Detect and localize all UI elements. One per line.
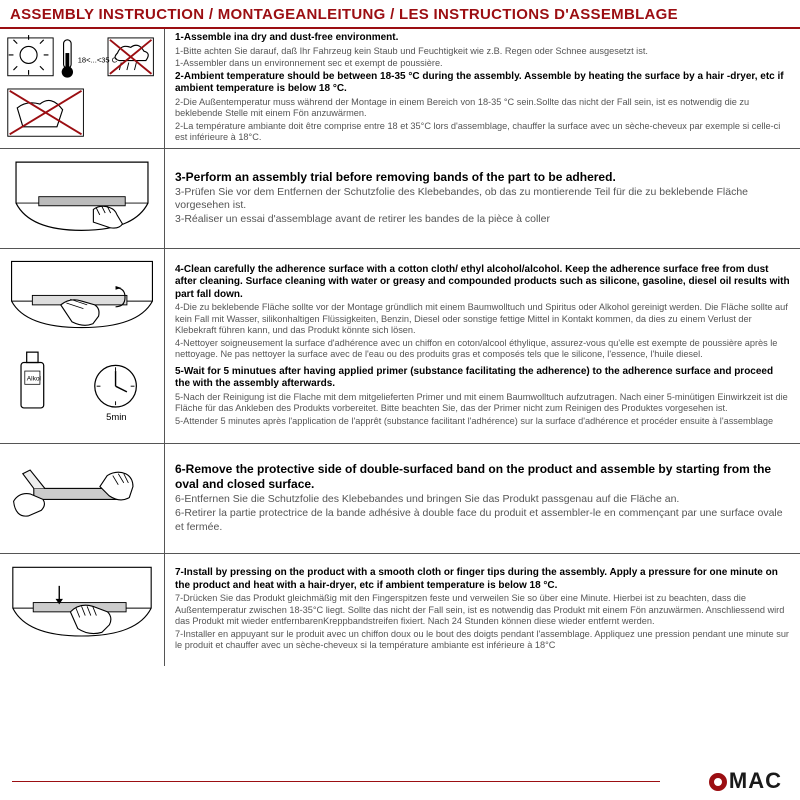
brand-logo: MAC xyxy=(709,768,782,794)
illustration-remove-tape xyxy=(0,444,165,553)
step6-de: 6-Entfernen Sie die Schutzfolie des Kleb… xyxy=(175,493,790,506)
step-row-6: 6-Remove the protective side of double-s… xyxy=(0,444,800,554)
step2-fr: 2-La température ambiante doit être comp… xyxy=(175,121,790,144)
steps-container: 18<...<35 C 1-Assemble ina dry and dust-… xyxy=(0,29,800,762)
step-text-1-2: 1-Assemble ina dry and dust-free environ… xyxy=(165,29,800,148)
step7-en: 7-Install by pressing on the product wit… xyxy=(175,567,790,592)
step3-en: 3-Perform an assembly trial before remov… xyxy=(175,170,790,185)
step-row-1-2: 18<...<35 C 1-Assemble ina dry and dust-… xyxy=(0,29,800,149)
logo-o-icon xyxy=(709,773,727,791)
illustration-press xyxy=(0,554,165,666)
illustration-environment: 18<...<35 C xyxy=(0,29,165,148)
illustration-clean-wait: Alkol 5min xyxy=(0,249,165,443)
step4-en: 4-Clean carefully the adherence surface … xyxy=(175,264,790,302)
step1-fr: 1-Assembler dans un environnement sec et… xyxy=(175,58,790,70)
step4-fr: 4-Nettoyer soigneusement la surface d'ad… xyxy=(175,338,790,361)
step-text-6: 6-Remove the protective side of double-s… xyxy=(165,444,800,553)
step6-fr: 6-Retirer la partie protectrice de la ba… xyxy=(175,507,790,533)
temp-range-label: 18<...<35 C xyxy=(78,56,118,65)
step-text-7: 7-Install by pressing on the product wit… xyxy=(165,554,800,666)
step-row-3: 3-Perform an assembly trial before remov… xyxy=(0,149,800,249)
title-bar: ASSEMBLY INSTRUCTION / MONTAGEANLEITUNG … xyxy=(0,0,800,29)
footer-divider xyxy=(12,781,660,782)
step-row-7: 7-Install by pressing on the product wit… xyxy=(0,554,800,666)
logo-text: MAC xyxy=(729,768,782,794)
step6-en: 6-Remove the protective side of double-s… xyxy=(175,462,790,492)
step5-en: 5-Wait for 5 minutues after having appli… xyxy=(175,366,790,391)
step2-en: 2-Ambient temperature should be between … xyxy=(175,71,790,96)
step-text-4-5: 4-Clean carefully the adherence surface … xyxy=(165,249,800,443)
step-text-3: 3-Perform an assembly trial before remov… xyxy=(165,149,800,248)
step3-fr: 3-Réaliser un essai d'assemblage avant d… xyxy=(175,213,790,226)
step3-de: 3-Prüfen Sie vor dem Entfernen der Schut… xyxy=(175,186,790,212)
step-row-4-5: Alkol 5min 4-Clean carefully the adheren… xyxy=(0,249,800,444)
wait-label: 5min xyxy=(106,412,126,423)
step4-de: 4-Die zu beklebende Fläche sollte vor de… xyxy=(175,302,790,337)
step5-de: 5-Nach der Reinigung ist die Flache mit … xyxy=(175,392,790,415)
page-title: ASSEMBLY INSTRUCTION / MONTAGEANLEITUNG … xyxy=(10,6,790,23)
instruction-sheet: ASSEMBLY INSTRUCTION / MONTAGEANLEITUNG … xyxy=(0,0,800,800)
illustration-trial xyxy=(0,149,165,248)
footer: MAC xyxy=(0,762,800,800)
step2-de: 2-Die Außentemperatur muss während der M… xyxy=(175,97,790,120)
step5-fr: 5-Attender 5 minutes après l'application… xyxy=(175,416,790,428)
step1-de: 1-Bitte achten Sie darauf, daß Ihr Fahrz… xyxy=(175,46,790,58)
step7-de: 7-Drücken Sie das Produkt gleichmäßig mi… xyxy=(175,593,790,628)
step7-fr: 7-Installer en appuyant sur le produit a… xyxy=(175,629,790,652)
step1-en: 1-Assemble ina dry and dust-free environ… xyxy=(175,32,790,45)
alcohol-label: Alkol xyxy=(27,376,42,383)
